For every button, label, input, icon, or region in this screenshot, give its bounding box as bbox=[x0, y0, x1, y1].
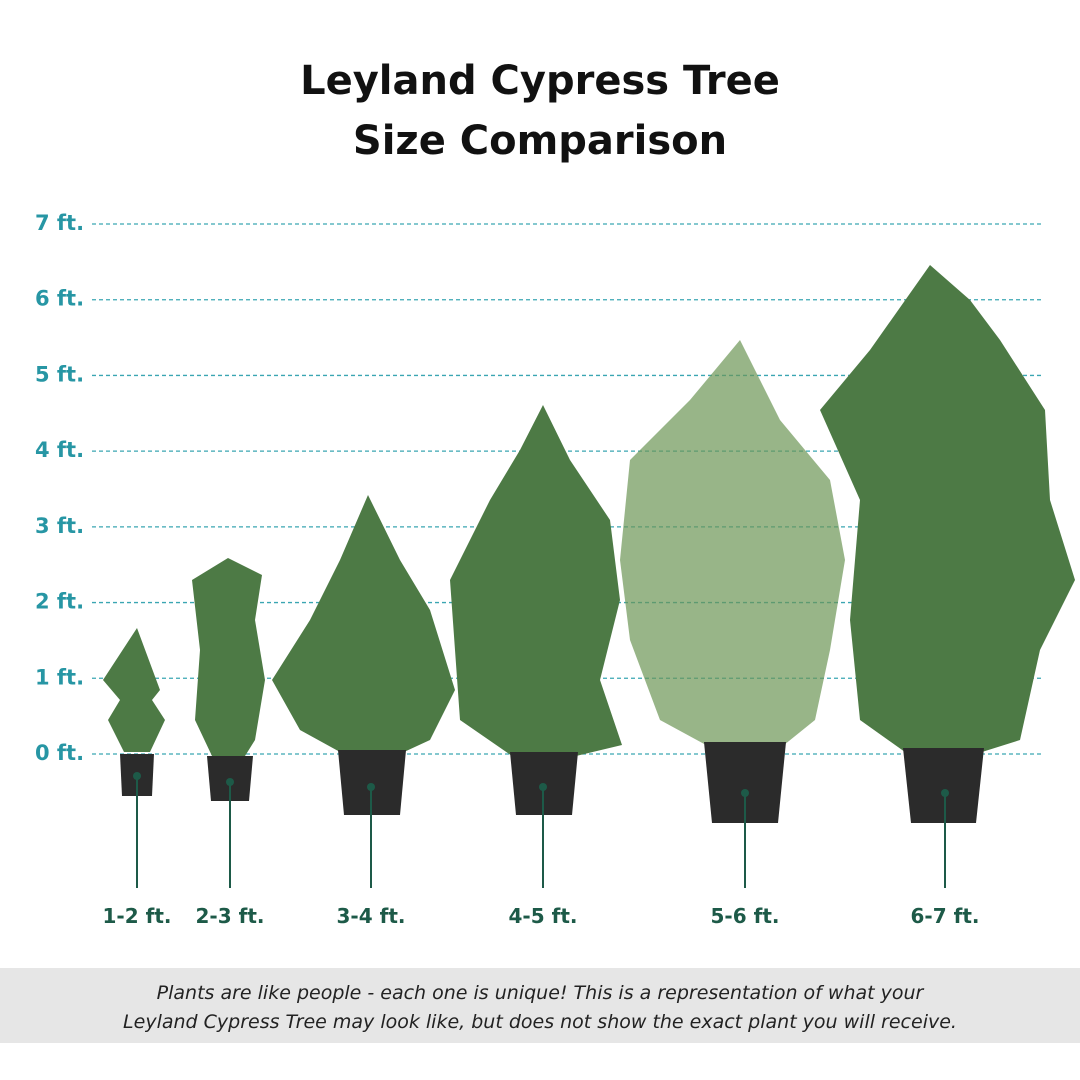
disclaimer: Leyland Cypress Tree may look like, but … bbox=[123, 1011, 957, 1033]
size-label: 3-4 ft. bbox=[337, 904, 406, 928]
size-label: 6-7 ft. bbox=[911, 904, 980, 928]
size-label: 4-5 ft. bbox=[509, 904, 578, 928]
disclaimer-band bbox=[0, 968, 1080, 1043]
title: Size Comparison bbox=[353, 118, 727, 164]
tree bbox=[620, 340, 845, 745]
scale-label: 4 ft. bbox=[35, 438, 84, 462]
dot bbox=[941, 789, 949, 797]
tree bbox=[820, 265, 1075, 752]
scale-label: 7 ft. bbox=[35, 211, 84, 235]
dot bbox=[226, 778, 234, 786]
size-label: 5-6 ft. bbox=[711, 904, 780, 928]
tree bbox=[103, 628, 165, 752]
scale-label: 3 ft. bbox=[35, 514, 84, 538]
scale-label: 6 ft. bbox=[35, 287, 84, 311]
pot bbox=[338, 750, 406, 815]
pots bbox=[120, 742, 984, 823]
tree bbox=[450, 405, 622, 756]
dot bbox=[539, 783, 547, 791]
scale-label: 0 ft. bbox=[35, 741, 84, 765]
pot bbox=[903, 748, 984, 823]
scale-label: 1 ft. bbox=[35, 665, 84, 689]
size-label: 1-2 ft. bbox=[103, 904, 172, 928]
tree bbox=[192, 558, 265, 756]
dot bbox=[133, 772, 141, 780]
pot bbox=[704, 742, 786, 823]
size-label: 2-3 ft. bbox=[196, 904, 265, 928]
scale-label: 5 ft. bbox=[35, 362, 84, 386]
dot bbox=[741, 789, 749, 797]
title: Leyland Cypress Tree bbox=[300, 58, 780, 104]
trees bbox=[103, 265, 1075, 756]
size-labels: 1-2 ft. 2-3 ft. 3-4 ft. 4-5 ft. 5-6 ft. 6-7 f… bbox=[103, 772, 980, 928]
disclaimer: Plants are like people - each one is uni… bbox=[157, 982, 925, 1004]
scale-label: 2 ft. bbox=[35, 590, 84, 614]
tree bbox=[272, 495, 455, 752]
dot bbox=[367, 783, 375, 791]
